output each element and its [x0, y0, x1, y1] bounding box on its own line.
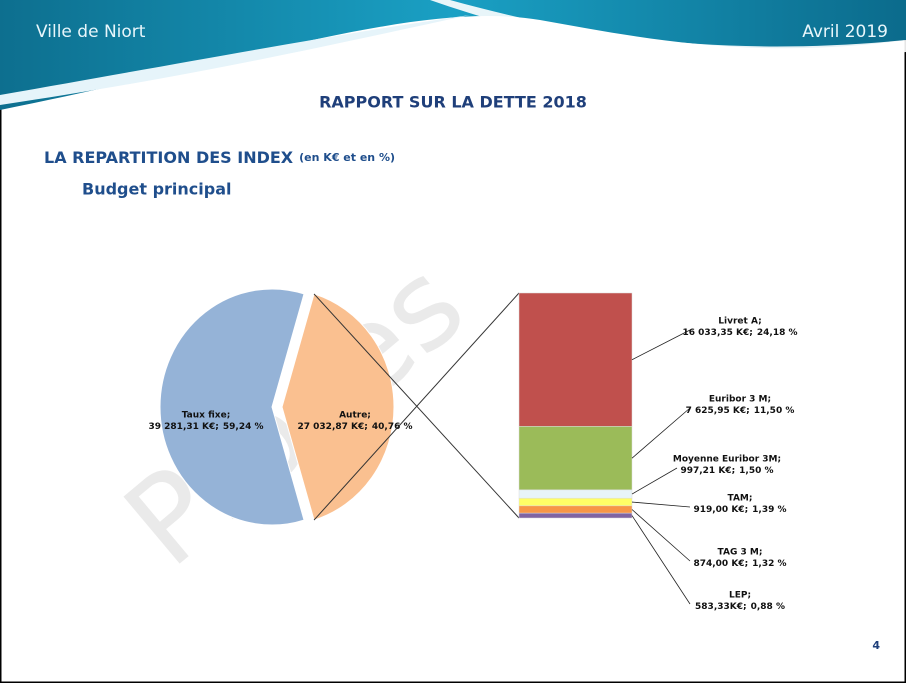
- leader-line: [631, 515, 691, 605]
- label-separator: ;: [746, 405, 750, 415]
- label-name: Moyenne Euribor 3M;: [673, 454, 781, 464]
- label-category: Autre: [339, 410, 367, 420]
- data-label: LEP; 583,33K€; 0,88 %: [695, 590, 785, 611]
- leader-line: [631, 509, 691, 562]
- data-label: Moyenne Euribor 3M; 997,21 K€; 1,50 %: [673, 454, 781, 475]
- label-category: LEP: [729, 590, 748, 600]
- label-separator: ;: [758, 316, 762, 326]
- header-wave: [0, 15, 470, 105]
- label-separator: ;: [768, 394, 772, 404]
- label-name: Euribor 3 M;: [709, 394, 771, 404]
- label-name: TAG 3 M;: [718, 547, 763, 557]
- data-label: Livret A; 16 033,35 K€; 24,18 %: [683, 316, 798, 337]
- bar-segment: [518, 426, 633, 491]
- label-value: 583,33K€: [695, 601, 743, 611]
- label-name: Taux fixe;: [182, 410, 231, 420]
- label-category: Taux fixe: [182, 410, 227, 420]
- label-values: 583,33K€; 0,88 %: [695, 601, 785, 611]
- data-label: Autre; 27 032,87 K€; 40,76 %: [298, 410, 413, 431]
- header-band: [0, 0, 906, 110]
- bar-segment: [518, 489, 633, 499]
- label-value: 997,21 K€: [680, 465, 731, 475]
- label-percent: 1,50 %: [739, 465, 773, 475]
- bar-segment: [518, 505, 633, 514]
- label-value: 919,00 K€: [693, 504, 744, 514]
- label-value: 39 281,31 K€: [149, 421, 216, 431]
- label-percent: 1,32 %: [752, 558, 786, 568]
- header-left: Ville de Niort: [36, 22, 146, 42]
- label-values: 16 033,35 K€; 24,18 %: [683, 327, 798, 337]
- label-percent: 11,50 %: [754, 405, 795, 415]
- leader-line: [631, 329, 691, 361]
- data-label: TAG 3 M; 874,00 K€; 1,32 %: [693, 547, 786, 568]
- label-value: 874,00 K€: [693, 558, 744, 568]
- label-value: 27 032,87 K€: [298, 421, 365, 431]
- leader-line: [631, 501, 691, 508]
- label-separator: ;: [747, 590, 751, 600]
- label-name: Autre;: [339, 410, 371, 420]
- label-separator: ;: [215, 421, 219, 431]
- label-percent: 0,88 %: [751, 601, 785, 611]
- label-separator: ;: [745, 558, 749, 568]
- section: Budget principal: [82, 180, 231, 199]
- label-category: Livret A: [718, 316, 758, 326]
- label-values: 39 281,31 K€; 59,24 %: [149, 421, 264, 431]
- bar-segment: [518, 497, 633, 507]
- header-right: Avril 2019: [802, 22, 888, 42]
- label-percent: 24,18 %: [757, 327, 798, 337]
- label-separator: ;: [364, 421, 368, 431]
- connector: [313, 293, 520, 519]
- data-label: Euribor 3 M; 7 625,95 K€; 11,50 %: [686, 394, 795, 415]
- pie-slice: [159, 288, 305, 526]
- data-label: TAM; 919,00 K€; 1,39 %: [693, 493, 786, 514]
- label-name: TAM;: [728, 493, 753, 503]
- label-separator: ;: [367, 410, 371, 420]
- subtitle: LA REPARTITION DES INDEX (en K€ et en %): [44, 148, 395, 167]
- label-percent: 59,24 %: [223, 421, 264, 431]
- label-value: 7 625,95 K€: [686, 405, 747, 415]
- label-name: LEP;: [729, 590, 751, 600]
- label-category: Moyenne Euribor 3M: [673, 454, 778, 464]
- header-wave: [430, 0, 906, 60]
- label-category: Euribor 3 M: [709, 394, 768, 404]
- label-separator: ;: [732, 465, 736, 475]
- label-category: TAM: [728, 493, 749, 503]
- label-percent: 40,76 %: [372, 421, 413, 431]
- label-name: Livret A;: [718, 316, 761, 326]
- label-separator: ;: [743, 601, 747, 611]
- page-number: 4: [872, 639, 880, 652]
- data-label: Taux fixe; 39 281,31 K€; 59,24 %: [149, 410, 264, 431]
- label-separator: ;: [749, 493, 753, 503]
- label-separator: ;: [778, 454, 782, 464]
- bar-segment: [518, 292, 633, 427]
- label-separator: ;: [749, 327, 753, 337]
- leader-line: [631, 467, 678, 495]
- label-value: 16 033,35 K€: [683, 327, 750, 337]
- label-separator: ;: [745, 504, 749, 514]
- label-values: 919,00 K€; 1,39 %: [693, 504, 786, 514]
- subtitle-text: LA REPARTITION DES INDEX: [44, 148, 294, 167]
- label-percent: 1,39 %: [752, 504, 786, 514]
- label-values: 874,00 K€; 1,32 %: [693, 558, 786, 568]
- label-values: 7 625,95 K€; 11,50 %: [686, 405, 795, 415]
- label-values: 27 032,87 K€; 40,76 %: [298, 421, 413, 431]
- subtitle-note: (en K€ et en %): [299, 151, 395, 164]
- pie-of-bar: Taux fixe; 39 281,31 K€; 59,24 %Autre; 27 0…: [149, 288, 798, 611]
- label-separator: ;: [759, 547, 763, 557]
- label-separator: ;: [227, 410, 231, 420]
- chart-title: RAPPORT SUR LA DETTE 2018: [319, 93, 587, 112]
- label-values: 997,21 K€; 1,50 %: [680, 465, 773, 475]
- bar-segment: [518, 512, 633, 519]
- label-category: TAG 3 M: [718, 547, 759, 557]
- leader-line: [631, 407, 691, 459]
